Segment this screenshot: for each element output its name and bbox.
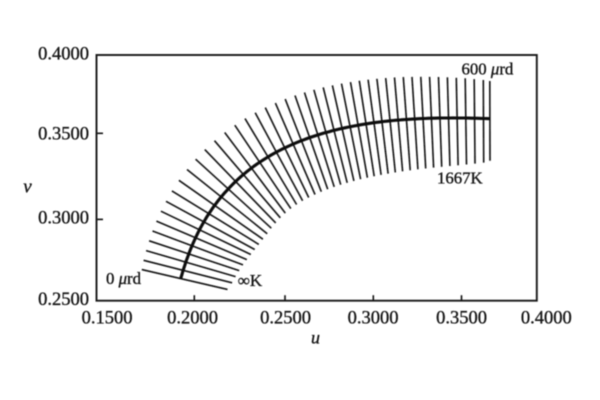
svg-text:0.2500: 0.2500: [38, 290, 89, 310]
svg-text:0 μrd: 0 μrd: [106, 269, 142, 288]
svg-text:0.3000: 0.3000: [38, 209, 89, 229]
svg-text:1667K: 1667K: [437, 169, 483, 188]
svg-text:0.4000: 0.4000: [38, 45, 89, 65]
svg-text:u: u: [311, 328, 320, 348]
svg-text:0.2000: 0.2000: [167, 309, 218, 329]
svg-text:0.4000: 0.4000: [521, 309, 572, 329]
svg-text:0.2500: 0.2500: [260, 309, 311, 329]
svg-text:0.3500: 0.3500: [38, 125, 89, 145]
svg-text:v: v: [23, 177, 32, 198]
svg-text:0.3000: 0.3000: [348, 309, 399, 329]
svg-text:0.1500: 0.1500: [82, 309, 133, 329]
svg-text:∞K: ∞K: [238, 271, 263, 290]
svg-text:0.3500: 0.3500: [436, 309, 487, 329]
svg-text:600 μrd: 600 μrd: [462, 59, 514, 78]
